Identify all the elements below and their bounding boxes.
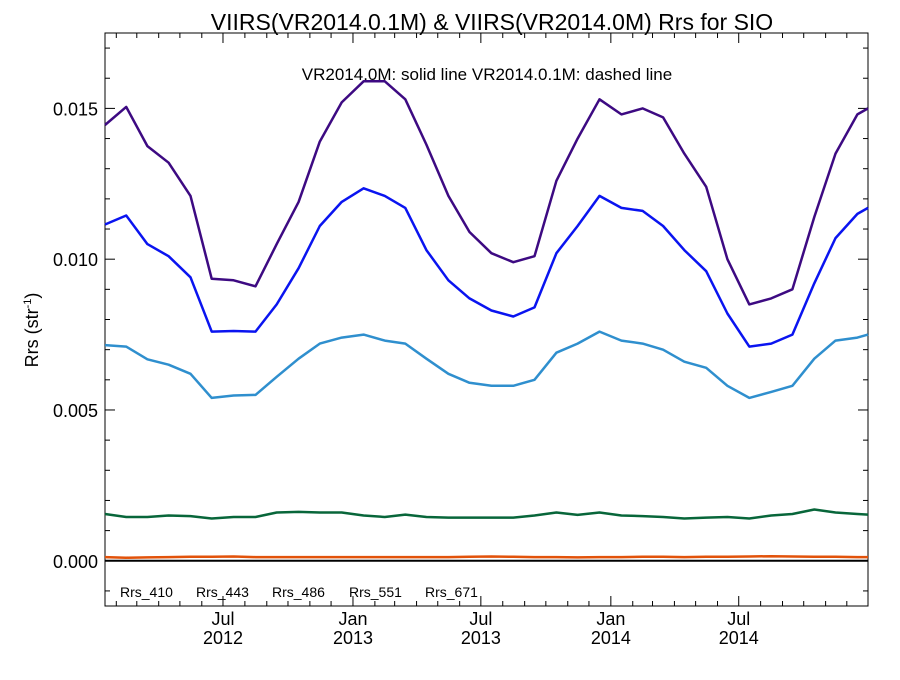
y-axis-label: Rrs (str-1) [22, 293, 42, 368]
series-line-rrs_671 [104, 554, 868, 559]
x-tick-year-label: 2014 [591, 628, 631, 648]
legend-label: Rrs_443 [196, 584, 249, 600]
line-style-annotation: VR2014.0M: solid line VR2014.0.1M: dashe… [302, 65, 672, 84]
series-line-rrs_443 [104, 187, 869, 348]
y-tick-label: 0.010 [53, 250, 98, 270]
x-tick-label: Jul [211, 609, 234, 629]
x-tick-label: Jul [469, 609, 492, 629]
y-tick-label: 0.000 [53, 552, 98, 572]
x-tick-year-label: 2013 [333, 628, 373, 648]
legend-label: Rrs_671 [425, 584, 478, 600]
plot-frame [104, 32, 869, 607]
legend-label: Rrs_551 [349, 584, 402, 600]
x-tick-year-label: 2012 [203, 628, 243, 648]
y-tick-label: 0.005 [53, 401, 98, 421]
x-tick-label: Jan [596, 609, 625, 629]
series-line-rrs_551 [104, 508, 869, 520]
chart-title: VIIRS(VR2014.0.1M) & VIIRS(VR2014.0M) Rr… [211, 9, 773, 35]
y-tick-label: 0.015 [53, 99, 98, 119]
x-tick-label: Jul [727, 609, 750, 629]
series-line-rrs_486 [104, 330, 869, 400]
y-axis-label-close: ) [22, 293, 42, 299]
legend-label: Rrs_410 [120, 584, 173, 600]
x-tick-year-label: 2014 [719, 628, 759, 648]
y-axis-label-superscript: -1 [22, 299, 34, 309]
y-axis-label-base: Rrs (str [22, 308, 42, 367]
series-line-rrs_410 [104, 80, 869, 306]
x-tick-label: Jan [338, 609, 367, 629]
legend-label: Rrs_486 [272, 584, 325, 600]
plot-area: 0.0000.0050.0100.015Jul2012Jan2013Jul201… [53, 32, 869, 648]
x-tick-year-label: 2013 [461, 628, 501, 648]
